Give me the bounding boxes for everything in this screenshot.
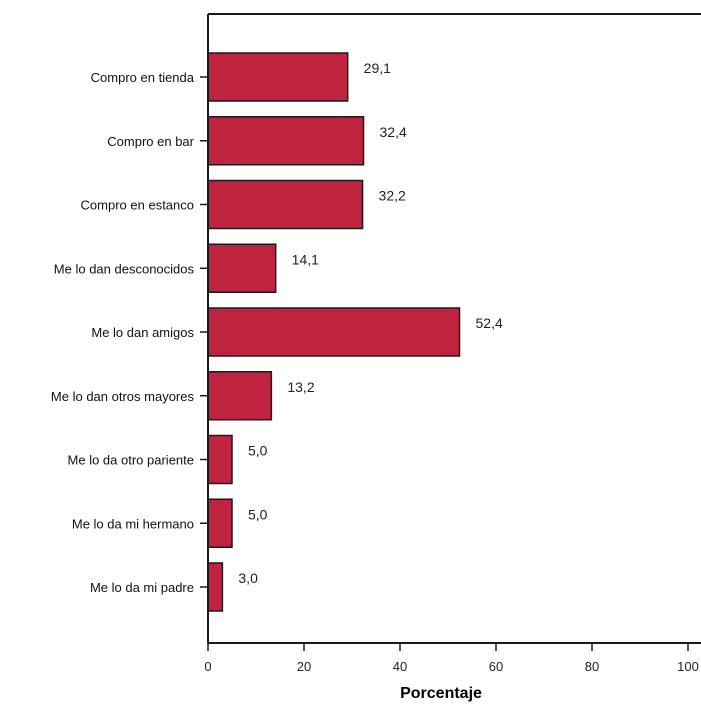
data-label: 3,0 [238,570,258,586]
category-label: Me lo dan desconocidos [54,261,195,276]
data-label: 29,1 [364,60,391,76]
category-label: Me lo da mi hermano [72,516,194,531]
category-label: Compro en tienda [91,70,195,85]
bar [207,371,273,421]
data-label: 5,0 [248,506,268,522]
bar [207,307,461,357]
category-label: Me lo da otro pariente [68,453,194,468]
data-label: 52,4 [476,315,503,331]
x-axis-title: Porcentaje [400,685,482,702]
data-label: 32,2 [379,188,406,204]
bar [207,562,224,612]
x-tick-label: 40 [393,659,407,674]
bar [207,179,364,230]
data-label: 32,4 [380,124,407,140]
category-label: Compro en bar [107,134,194,149]
bar [207,498,233,548]
bar [207,52,349,102]
x-tick-label: 80 [585,659,599,674]
category-label: Compro en estanco [81,198,194,213]
data-label: 13,2 [287,379,314,395]
bar [207,434,233,485]
axes [200,13,701,651]
x-tick-label: 0 [204,659,211,674]
data-label: 5,0 [248,443,268,459]
category-label: Me lo dan otros mayores [51,389,195,404]
bar [207,243,277,293]
x-tick-label: 20 [297,659,311,674]
x-tick-label: 100 [677,659,699,674]
bar [207,116,365,166]
data-label: 14,1 [292,251,319,267]
bars-layer [207,52,461,612]
category-label: Me lo dan amigos [91,325,194,340]
x-tick-label: 60 [489,659,503,674]
category-label: Me lo da mi padre [90,580,194,595]
